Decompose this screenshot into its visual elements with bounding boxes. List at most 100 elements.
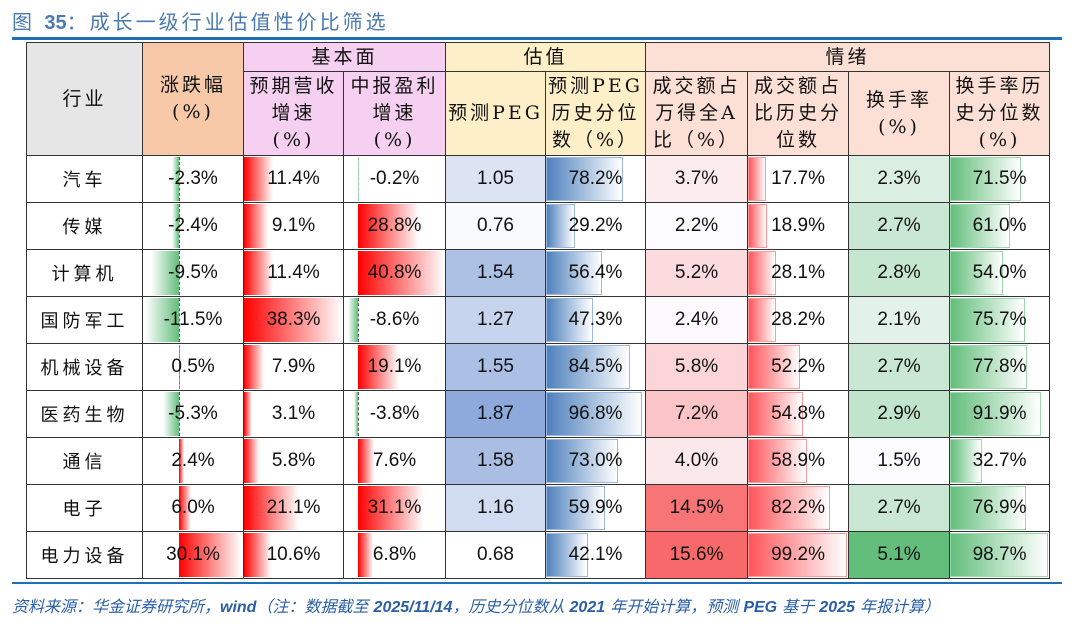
cell-value: 54.0%	[972, 262, 1027, 283]
cell-turnover-rate: 2.7%	[848, 484, 951, 532]
data-bar	[179, 345, 181, 389]
cell-value: 61.0%	[972, 215, 1027, 236]
cell-turnover-rate: 2.9%	[848, 390, 951, 438]
cell-change: 2.4%	[142, 437, 244, 485]
data-bar	[244, 345, 265, 389]
cell-value: 28.2%	[771, 309, 825, 330]
cell-peg: 1.87	[445, 390, 547, 438]
cell-rev-growth: 9.1%	[243, 202, 344, 250]
cell-value: -5.3%	[168, 403, 218, 424]
table-row: 通信 2.4% 5.8% 7.6% 1.58 73.0% 4.0% 58.9% 1.5% 32.7…	[26, 437, 1051, 485]
cell-industry: 传媒	[26, 202, 143, 250]
cell-value: 医药生物	[40, 405, 129, 426]
cell-value: 82.2%	[771, 497, 825, 518]
axis-line	[179, 298, 180, 342]
cell-turnover-share: 14.5%	[645, 484, 749, 532]
cell-turnover-share: 5.2%	[645, 249, 749, 297]
cell-change: -2.4%	[142, 202, 244, 250]
footnote-part: （注：数据截至	[256, 597, 374, 616]
cell-value: 10.6%	[266, 544, 321, 565]
data-bar	[244, 157, 274, 201]
cell-value: 7.6%	[372, 450, 417, 471]
cell-value: 75.7%	[972, 309, 1027, 330]
cell-peg: 1.54	[445, 249, 547, 297]
header-turnover-share-percentile: 成交额占 比历史分 位数	[747, 71, 850, 156]
cell-value: 96.8%	[568, 403, 623, 424]
cell-turnover-share-pct: 99.2%	[747, 531, 850, 579]
axis-line	[179, 157, 180, 201]
data-bar	[748, 486, 831, 530]
header-peg-percentile: 预测PEG 历史分位 数（%）	[545, 71, 647, 156]
cell-value: 32.7%	[972, 450, 1027, 471]
table-row: 机械设备 0.5% 7.9% 19.1% 1.55 84.5% 5.8% 52.2% 2.7% 7…	[26, 343, 1051, 391]
cell-value: 1.5%	[877, 450, 921, 471]
cell-value: 47.3%	[568, 309, 623, 330]
cell-profit-growth: 7.6%	[342, 437, 447, 485]
cell-value: 2.7%	[877, 497, 921, 518]
cell-value: 28.8%	[367, 215, 422, 236]
bottom-rule	[12, 582, 1062, 584]
cell-value: 2.7%	[877, 356, 921, 377]
footnote-part: 基于	[777, 597, 820, 616]
cell-value: 2.9%	[877, 403, 921, 424]
cell-value: 5.8%	[271, 450, 316, 471]
data-bar	[150, 251, 179, 295]
cell-change: -5.3%	[142, 390, 244, 438]
cell-profit-growth: 40.8%	[342, 249, 447, 297]
data-bar	[244, 204, 268, 248]
cell-peg-pct: 84.5%	[545, 343, 647, 391]
cell-value: 14.5%	[669, 497, 724, 518]
axis-line	[358, 157, 360, 201]
cell-peg: 1.55	[445, 343, 547, 391]
cell-industry: 通信	[26, 437, 143, 485]
cell-value: 38.3%	[266, 309, 321, 330]
cell-rev-growth: 11.4%	[243, 249, 344, 297]
cell-change: 6.0%	[142, 484, 244, 532]
cell-value: -8.6%	[369, 309, 420, 330]
data-bar	[244, 533, 272, 577]
cell-turnover-rate-pct: 75.7%	[949, 296, 1051, 344]
cell-value: 11.4%	[267, 168, 320, 189]
cell-value: 4.0%	[674, 450, 719, 471]
table-body: 汽车 -2.3% 11.4% -0.2% 1.05 78.2% 3.7% 17.7% 2.3% 7…	[26, 155, 1051, 579]
footnote-part: 2021	[569, 599, 606, 616]
table-row: 汽车 -2.3% 11.4% -0.2% 1.05 78.2% 3.7% 17.7% 2.3% 7…	[26, 155, 1051, 203]
cell-value: 54.8%	[771, 403, 825, 424]
data-bar	[950, 345, 1028, 389]
cell-value: 7.2%	[674, 403, 719, 424]
cell-peg: 1.58	[445, 437, 547, 485]
data-bar	[748, 157, 766, 201]
cell-value: 1.54	[477, 262, 514, 283]
cell-industry: 电子	[26, 484, 143, 532]
cell-value: 2.1%	[877, 309, 921, 330]
table-row: 传媒 -2.4% 9.1% 28.8% 0.76 29.2% 2.2% 18.9% 2.7% 61…	[26, 202, 1051, 250]
data-bar	[358, 251, 445, 295]
cell-value: 28.1%	[771, 262, 825, 283]
data-bar	[748, 251, 777, 295]
axis-line	[179, 204, 180, 248]
data-bar	[244, 251, 274, 295]
cell-profit-growth: -8.6%	[342, 296, 447, 344]
cell-value: 2.8%	[877, 262, 921, 283]
footnote-part: 2025	[819, 599, 855, 616]
cell-profit-growth: 19.1%	[342, 343, 447, 391]
data-bar	[748, 392, 803, 436]
data-bar	[171, 204, 179, 248]
cell-value: 30.1%	[166, 544, 220, 565]
cell-value: 传媒	[62, 217, 107, 238]
cell-value: 73.0%	[568, 450, 623, 471]
data-bar	[950, 392, 1042, 436]
cell-peg-pct: 96.8%	[545, 390, 647, 438]
cell-turnover-rate: 1.5%	[848, 437, 951, 485]
cell-turnover-rate-pct: 77.8%	[949, 343, 1051, 391]
cell-peg-pct: 29.2%	[545, 202, 647, 250]
data-bar	[546, 251, 602, 295]
cell-turnover-share: 2.4%	[645, 296, 749, 344]
cell-value: 52.2%	[771, 356, 825, 377]
cell-turnover-share-pct: 82.2%	[747, 484, 850, 532]
cell-turnover-share-pct: 54.8%	[747, 390, 850, 438]
cell-turnover-share: 5.8%	[645, 343, 749, 391]
header-rev-growth: 预期营收 增速 (%)	[243, 71, 344, 156]
cell-peg: 0.68	[445, 531, 547, 579]
data-bar	[546, 439, 619, 483]
